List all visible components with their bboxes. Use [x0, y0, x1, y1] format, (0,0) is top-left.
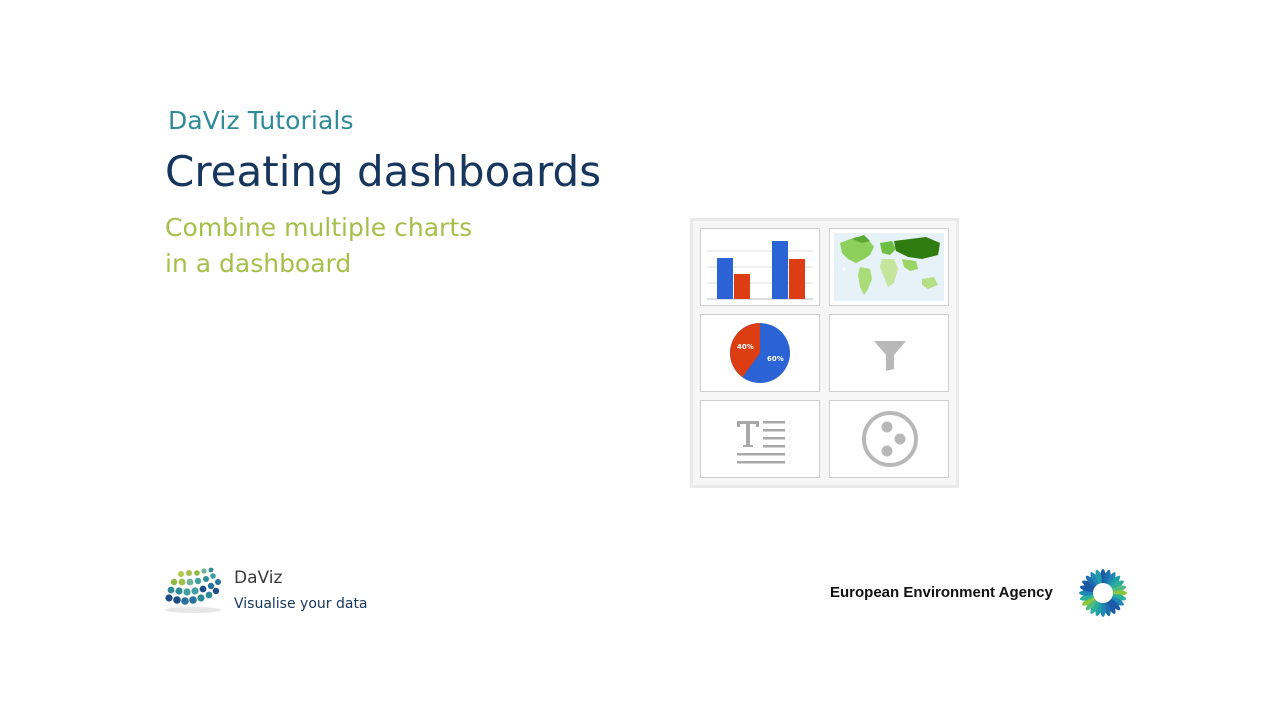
page-title: Creating dashboards — [165, 147, 602, 196]
subtitle-line-2: in a dashboard — [165, 249, 352, 278]
pie-label-40: 40% — [737, 343, 754, 351]
page-subtitle: Combine multiple charts in a dashboard — [165, 210, 472, 282]
map-chart-tile — [829, 228, 949, 306]
funnel-icon — [874, 341, 906, 371]
bar-chart-icon — [707, 241, 813, 300]
eea-logo-icon — [1079, 569, 1127, 617]
daviz-tagline: Visualise your data — [234, 596, 368, 612]
dots-circle-icon — [862, 411, 918, 467]
subtitle-line-1: Combine multiple charts — [165, 213, 473, 242]
dashboard-illustration: 40% 60% — [690, 218, 959, 488]
daviz-logo-icon — [165, 567, 221, 613]
widget-tile — [829, 400, 949, 478]
eea-agency-name: European Environment Agency — [830, 584, 1053, 601]
world-map-icon — [834, 233, 944, 301]
text-tile — [700, 400, 820, 478]
tutorial-series-label: DaViz Tutorials — [168, 106, 354, 135]
daviz-brand-name: DaViz — [234, 568, 283, 588]
pie-chart-tile: 40% 60% — [700, 314, 820, 392]
text-block-icon — [737, 421, 785, 464]
pie-label-60: 60% — [767, 355, 784, 363]
bar-chart-tile — [700, 228, 820, 306]
pie-chart-icon: 40% 60% — [729, 323, 790, 383]
filter-tile — [829, 314, 949, 392]
